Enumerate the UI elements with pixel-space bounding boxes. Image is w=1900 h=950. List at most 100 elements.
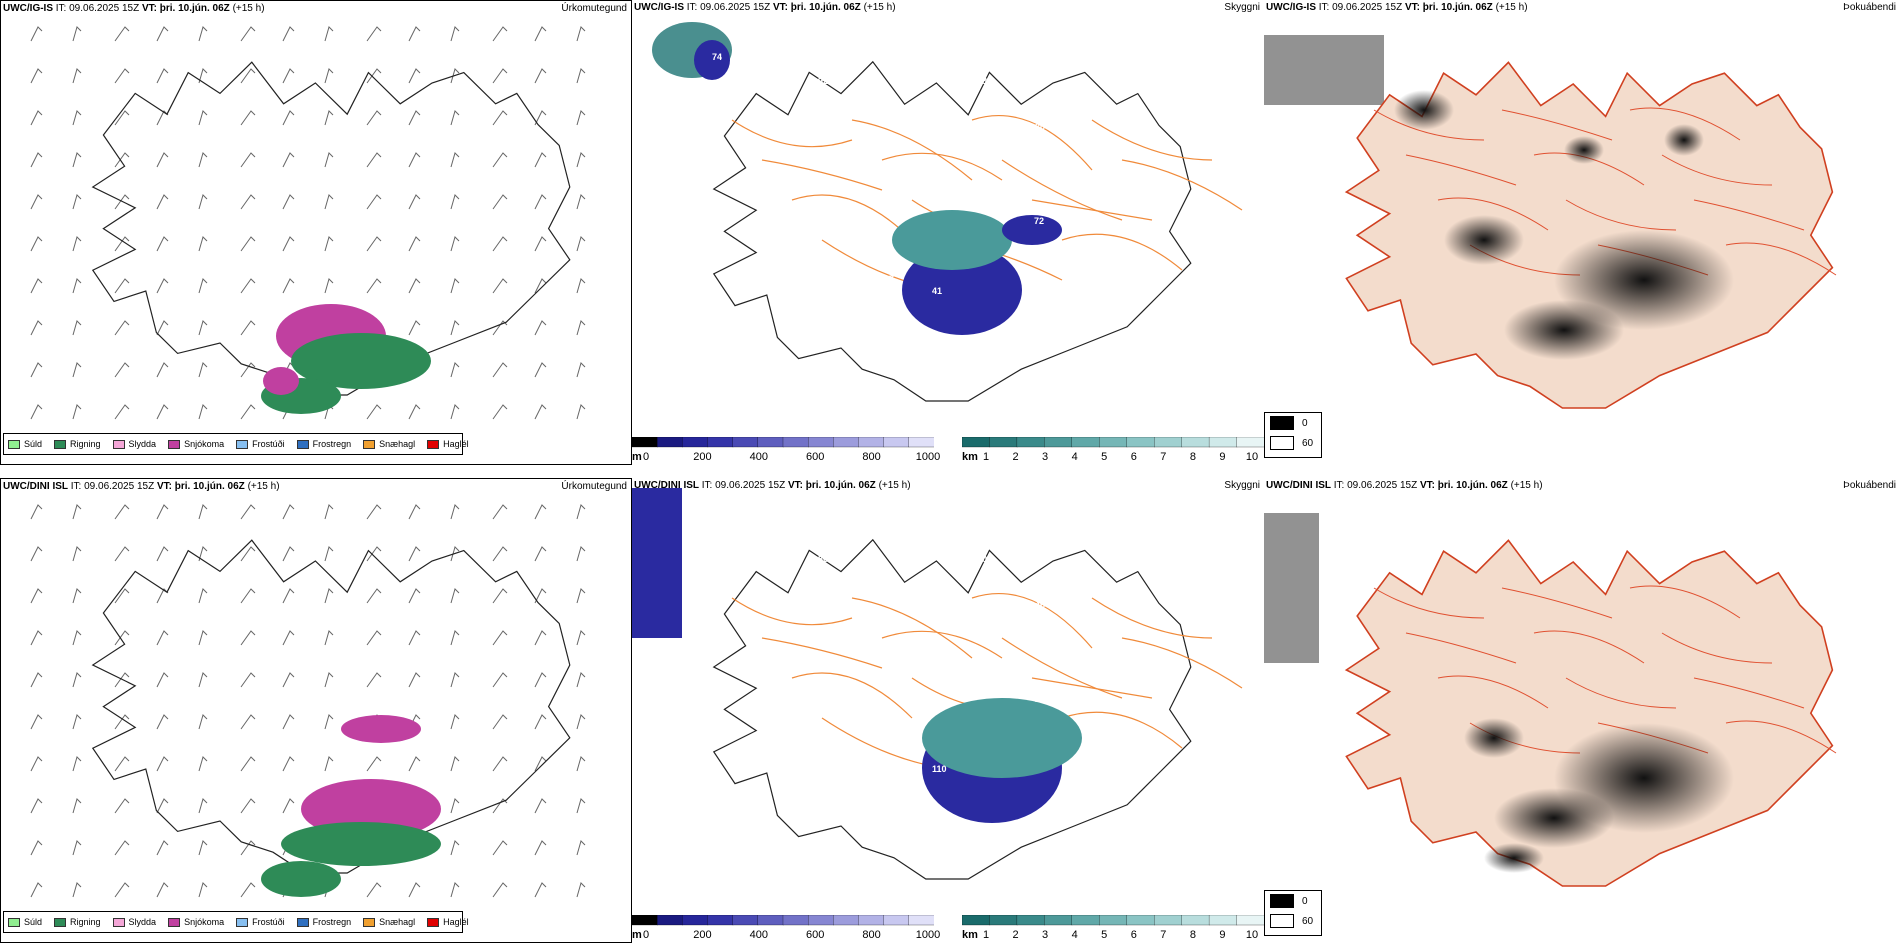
- cloud-label: Skyggni: [1224, 480, 1260, 491]
- vt-value: þri. 10.jún. 06Z: [805, 480, 876, 491]
- wind-barb: [450, 152, 460, 168]
- fog-label: Þokuábendi: [1843, 480, 1896, 491]
- cloud-base-area: [1002, 215, 1062, 245]
- wind-barb: [366, 588, 382, 604]
- legend-label: 0: [1302, 895, 1308, 907]
- road-line: [1501, 109, 1613, 141]
- wind-barb: [156, 756, 169, 772]
- wind-barb: [198, 672, 208, 688]
- wind-barb: [492, 320, 508, 336]
- wind-barb: [114, 588, 130, 604]
- legend-swatch: [236, 917, 249, 927]
- wind-barb: [324, 26, 334, 42]
- wind-barb: [240, 152, 256, 168]
- wind-barb: [366, 110, 382, 126]
- model-name: UWC/DINI ISL: [1266, 480, 1331, 491]
- wind-barb: [114, 672, 130, 688]
- wind-barb: [198, 362, 208, 378]
- wind-barb: [30, 504, 43, 520]
- cloud-base-value: 147: [879, 274, 894, 284]
- wind-barb: [72, 68, 82, 84]
- wind-barb: [534, 756, 547, 772]
- it-label: IT:: [686, 2, 698, 13]
- rain-area: [261, 861, 341, 897]
- wind-barb: [114, 110, 130, 126]
- wind-barb: [114, 362, 130, 378]
- tick-label: 1000: [915, 929, 941, 941]
- it-value: 09.06.2025 15Z: [69, 3, 140, 14]
- cloud-base-panel: UWC/IG-IS IT: 09.06.2025 15Z VT: þri. 10…: [632, 0, 1264, 465]
- wind-barb: [492, 404, 508, 420]
- wind-barb: [282, 798, 295, 814]
- wind-barb: [408, 882, 421, 898]
- legend-swatch: [296, 917, 309, 927]
- wind-barb: [408, 278, 421, 294]
- cloud-base-value: 58: [765, 64, 775, 74]
- road-line: [1373, 109, 1485, 141]
- wind-barb: [450, 504, 460, 520]
- it-label: IT:: [1318, 2, 1330, 13]
- vt-value: þri. 10.jún. 06Z: [1422, 2, 1493, 13]
- tick-label: 10: [1245, 451, 1259, 463]
- wind-barb: [534, 798, 547, 814]
- cloud-base-value: 74: [712, 52, 722, 62]
- legend-label: Frostregn: [312, 439, 352, 449]
- tick-label: 4: [1071, 451, 1078, 463]
- legend-item: 60: [1265, 433, 1321, 453]
- snow-area: [263, 367, 299, 395]
- road-line: [761, 159, 883, 191]
- wind-barb: [156, 546, 169, 562]
- tick-label: 1: [982, 451, 990, 463]
- it-label: IT:: [70, 481, 82, 492]
- tick-label: 7: [1160, 929, 1167, 941]
- wind-barb: [72, 320, 82, 336]
- wind-barb: [534, 714, 547, 730]
- wind-barb: [72, 404, 82, 420]
- model-name: UWC/IG-IS: [1266, 2, 1316, 13]
- road-line: [761, 637, 883, 669]
- tick-label: 600: [806, 929, 825, 941]
- wind-barb: [240, 110, 256, 126]
- wind-barb: [198, 588, 208, 604]
- tick-label: 600: [806, 451, 825, 463]
- model-name: UWC/IG-IS: [3, 3, 53, 14]
- lead-time: (+15 h): [878, 480, 911, 491]
- wind-barb: [450, 110, 460, 126]
- wind-barb: [534, 672, 547, 688]
- road-line: [1121, 159, 1243, 211]
- cloud-base-value: 41: [932, 286, 942, 296]
- it-label: IT:: [55, 3, 67, 14]
- wind-barb: [408, 588, 421, 604]
- legend-item: Haglél: [427, 439, 469, 449]
- fog-area: [1664, 124, 1704, 156]
- wind-barb: [534, 504, 547, 520]
- wind-barb: [408, 504, 421, 520]
- cloud-base-panel: UWC/DINI ISL IT: 09.06.2025 15Z VT: þri.…: [632, 478, 1264, 943]
- legend-label: Frostúði: [252, 917, 285, 927]
- legend-label: Frostúði: [252, 439, 285, 449]
- wind-barb: [492, 798, 508, 814]
- wind-barb: [450, 26, 460, 42]
- wind-barb: [198, 546, 208, 562]
- wind-barb: [114, 152, 130, 168]
- wind-barb: [72, 26, 82, 42]
- wind-barb: [114, 26, 130, 42]
- wind-barb: [534, 362, 547, 378]
- legend-label: 60: [1302, 437, 1314, 449]
- wind-barb: [282, 630, 295, 646]
- cloud-base-value: 11: [924, 542, 934, 552]
- wind-barb: [450, 278, 460, 294]
- wind-barb: [450, 798, 460, 814]
- cloud-base-value: 52: [720, 204, 730, 214]
- wind-barb: [576, 68, 586, 84]
- rain-area: [291, 333, 431, 389]
- iceland-outline: [1344, 61, 1834, 409]
- legend-swatch: [1270, 894, 1294, 908]
- wind-barb: [30, 278, 43, 294]
- cloud-base-value: 110: [932, 764, 947, 774]
- visibility-colorbar: km 1 2 3 4 5 6 7 8 9 10: [962, 915, 1264, 945]
- tick-label: 8: [1189, 451, 1196, 463]
- wind-barb: [324, 194, 334, 210]
- wind-barb: [72, 152, 82, 168]
- wind-barb: [240, 714, 256, 730]
